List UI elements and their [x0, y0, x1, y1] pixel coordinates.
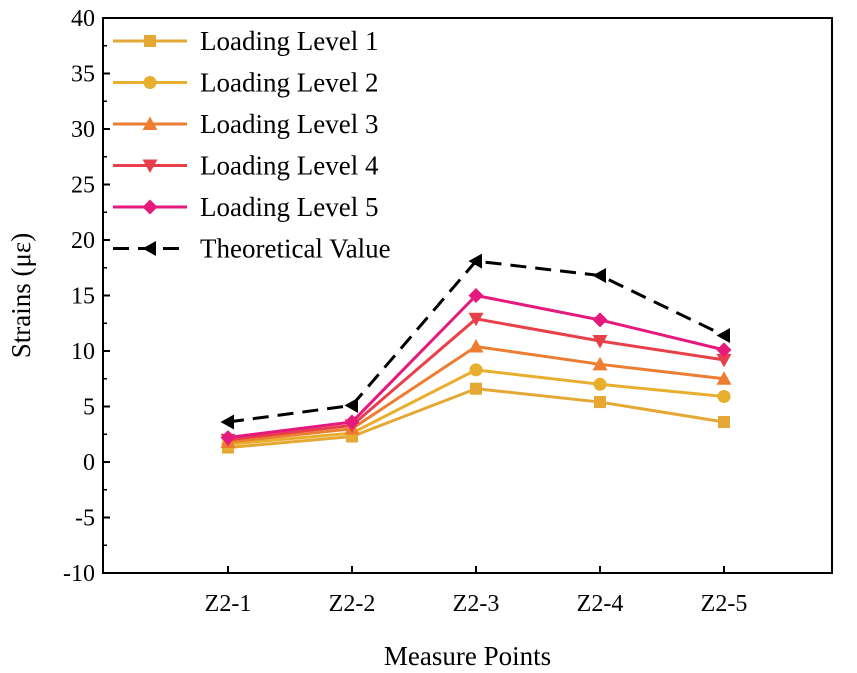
y-axis-title: Strains (με): [6, 233, 36, 359]
legend-marker: [142, 241, 156, 256]
y-tick-label: 5: [83, 395, 95, 421]
y-tick-label: 10: [71, 339, 95, 365]
legend-label: Loading Level 3: [200, 109, 378, 139]
data-point: [594, 396, 606, 409]
legend-label: Loading Level 4: [200, 151, 379, 181]
y-tick-label: 40: [71, 6, 95, 32]
y-tick-label: -5: [75, 506, 95, 532]
data-point: [220, 430, 236, 446]
legend-marker: [142, 116, 158, 130]
legend-item: Theoretical Value: [113, 234, 391, 264]
legend-item: Loading Level 1: [113, 26, 378, 56]
data-point: [592, 268, 606, 284]
x-tick-label: Z2-1: [205, 591, 252, 617]
x-tick-label: Z2-4: [577, 591, 624, 617]
y-tick-label: 20: [71, 228, 95, 254]
legend-marker: [142, 159, 158, 173]
data-point: [718, 416, 730, 429]
legend-label: Loading Level 2: [200, 68, 378, 98]
x-tick-label: Z2-2: [329, 591, 376, 617]
data-point: [344, 397, 358, 413]
series-5: [220, 288, 732, 446]
y-tick-label: 15: [71, 284, 95, 310]
legend-item: Loading Level 3: [113, 109, 378, 139]
data-point: [468, 312, 484, 327]
data-point: [468, 288, 484, 303]
data-point: [469, 363, 483, 377]
y-tick-label: 0: [83, 450, 95, 476]
data-point: [716, 327, 730, 343]
x-axis-title: Measure Points: [384, 641, 551, 671]
y-tick-label: 30: [71, 117, 95, 143]
data-point: [592, 312, 608, 328]
legend-item: Loading Level 2: [113, 68, 378, 98]
y-tick-label: 25: [71, 173, 95, 199]
series-layer: [220, 253, 732, 454]
data-point: [470, 382, 482, 395]
axis-layer: -10 -5 0 5 10 15 20 25 30 35 40 Z2-1 Z2-2 Z2-3 Z2-4 Z2-…: [63, 6, 833, 617]
data-point: [344, 414, 360, 430]
x-tick-label: Z2-5: [701, 591, 748, 617]
y-tick-label: 35: [71, 62, 95, 88]
data-point: [220, 414, 234, 430]
data-point: [716, 353, 732, 368]
legend-item: Loading Level 4: [113, 151, 379, 181]
legend-label: Loading Level 1: [200, 26, 378, 56]
data-point: [716, 342, 732, 358]
legend-marker: [143, 76, 157, 89]
legend-item: Loading Level 5: [113, 192, 378, 222]
data-point: [468, 339, 484, 353]
data-point: [592, 335, 608, 349]
legend-marker: [142, 199, 158, 215]
data-point: [716, 371, 732, 385]
y-tick-label: -10: [63, 561, 95, 587]
data-point: [468, 253, 482, 269]
series-6: [220, 253, 730, 430]
legend-label: Theoretical Value: [200, 234, 391, 264]
legend-marker: [144, 35, 156, 47]
x-tick-label: Z2-3: [453, 591, 500, 617]
legend: Loading Level 1 Loading Level 2 Loading Le…: [113, 26, 391, 264]
data-point: [592, 356, 608, 371]
legend-label: Loading Level 5: [200, 192, 378, 222]
data-point: [593, 377, 607, 391]
data-point: [717, 390, 731, 404]
